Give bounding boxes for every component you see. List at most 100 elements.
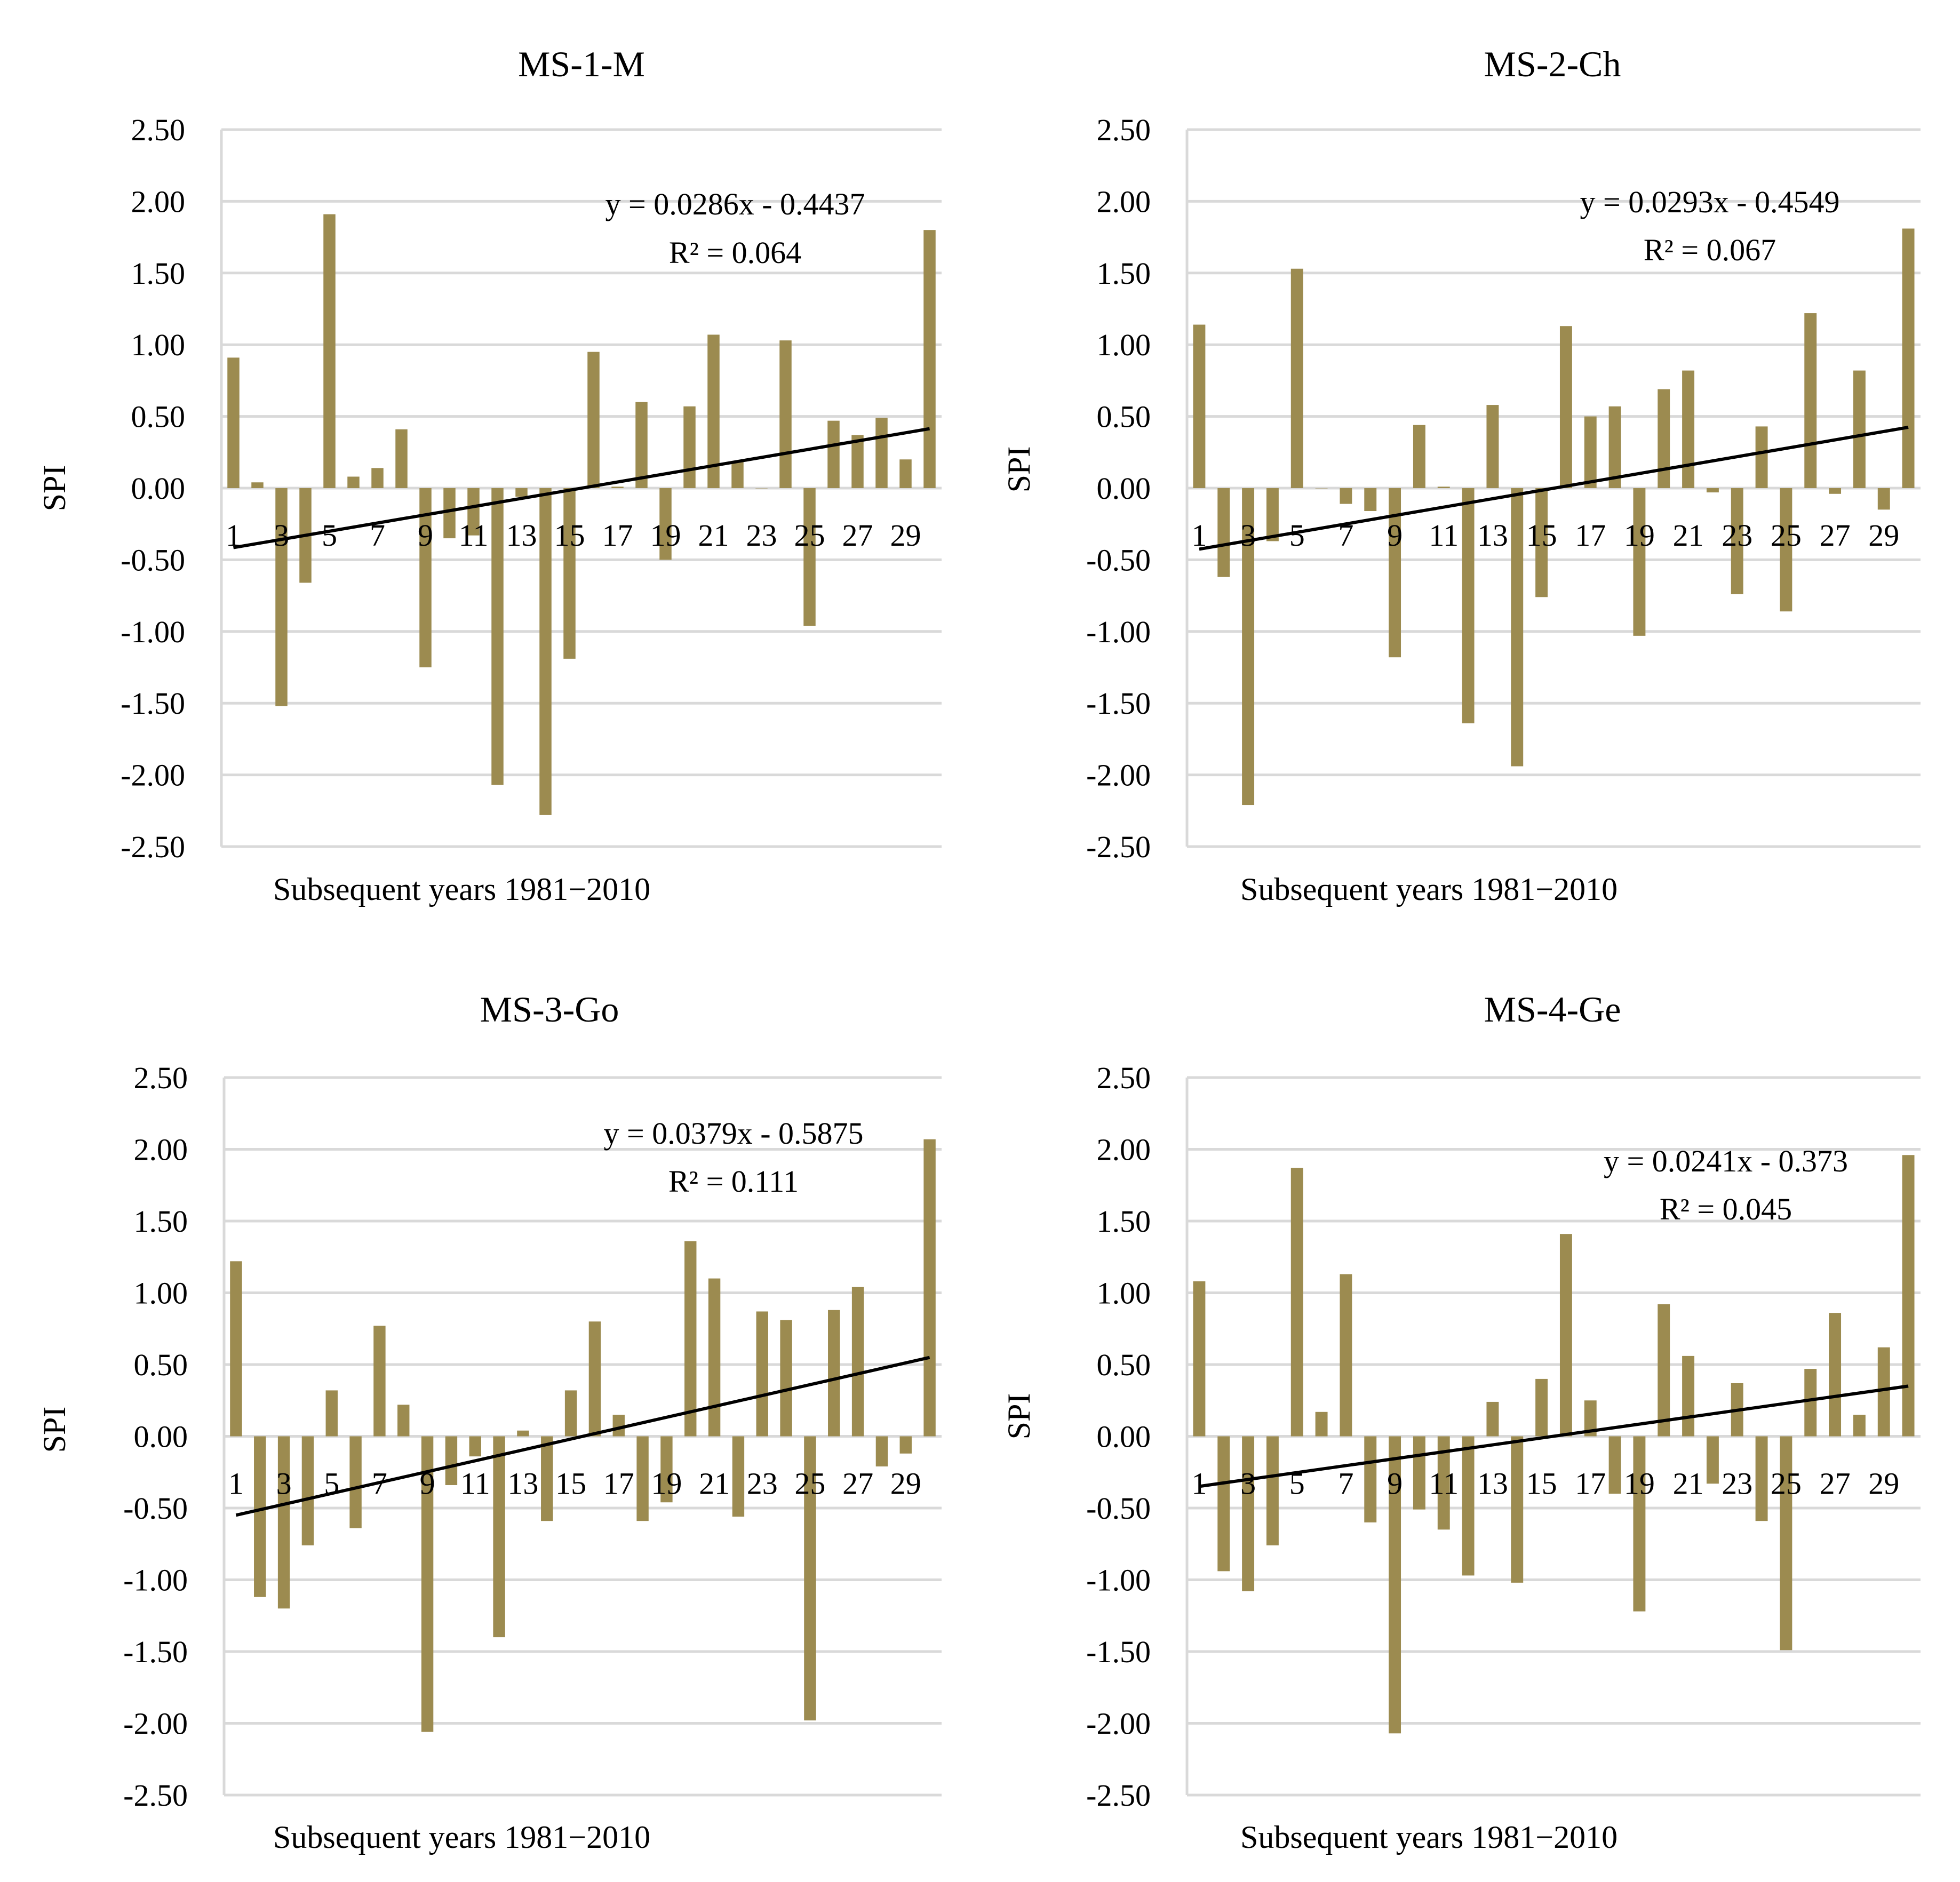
bar-21 xyxy=(707,334,720,488)
bar-28 xyxy=(875,418,888,488)
y-tick-label: 1.00 xyxy=(1097,328,1151,362)
y-tick-label: -0.50 xyxy=(123,1491,188,1526)
y-axis-label: SPI xyxy=(1001,1393,1037,1440)
bar-5 xyxy=(325,1390,338,1437)
bar-19 xyxy=(1633,1436,1646,1612)
y-tick-label: 1.00 xyxy=(134,1276,188,1311)
bar-13 xyxy=(1486,405,1499,488)
x-tick-label: 15 xyxy=(554,518,585,553)
y-tick-label: -0.50 xyxy=(1086,1491,1151,1526)
x-tick-label: 29 xyxy=(890,1466,921,1501)
bar-16 xyxy=(1559,326,1572,488)
bar-24 xyxy=(1755,426,1768,488)
y-tick-label: -2.00 xyxy=(1086,758,1151,793)
bar-7 xyxy=(373,1326,386,1437)
bar-12 xyxy=(491,488,504,785)
y-tick-label: 0.50 xyxy=(131,400,186,434)
bar-19 xyxy=(660,1436,673,1503)
y-tick-label: 0.00 xyxy=(1097,1420,1151,1454)
bar-6 xyxy=(349,1436,362,1528)
bar-18 xyxy=(636,1436,649,1521)
bar-10 xyxy=(1413,425,1425,488)
x-tick-label: 25 xyxy=(1771,518,1802,553)
bar-12 xyxy=(493,1436,505,1638)
y-tick-label: -0.50 xyxy=(1086,543,1151,577)
x-tick-label: 21 xyxy=(699,1466,730,1501)
bar-22 xyxy=(731,460,744,488)
bar-3 xyxy=(1242,1436,1255,1592)
x-tick-label: 19 xyxy=(651,1466,682,1501)
x-tick-label: 15 xyxy=(555,1466,586,1501)
bar-8 xyxy=(395,429,408,488)
bar-15 xyxy=(1535,488,1548,597)
y-tick-label: 2.50 xyxy=(1097,1060,1151,1095)
x-tick-label: 1 xyxy=(1191,1466,1207,1501)
bar-14 xyxy=(1511,488,1524,767)
bar-6 xyxy=(347,476,360,488)
bar-2 xyxy=(251,482,264,488)
x-tick-label: 23 xyxy=(747,1466,778,1501)
bar-25 xyxy=(1780,1436,1792,1650)
y-tick-label: 0.00 xyxy=(1097,471,1151,506)
y-tick-label: -1.50 xyxy=(123,1634,188,1669)
x-tick-label: 15 xyxy=(1526,1466,1557,1501)
bar-4 xyxy=(1266,488,1279,541)
y-tick-label: -2.00 xyxy=(121,758,185,793)
bar-2 xyxy=(1217,488,1230,577)
y-tick-label: -2.50 xyxy=(1086,830,1151,864)
bar-10 xyxy=(443,488,456,539)
x-tick-label: 13 xyxy=(506,518,537,553)
x-tick-label: 21 xyxy=(1673,1466,1704,1501)
x-tick-label: 27 xyxy=(842,518,873,553)
bar-7 xyxy=(371,468,384,488)
x-tick-label: 11 xyxy=(460,1466,490,1501)
x-tick-label: 17 xyxy=(1575,1466,1606,1501)
trendline xyxy=(233,427,930,549)
chart-title: MS-1-M xyxy=(518,44,645,84)
bar-16 xyxy=(588,1321,601,1437)
x-axis-label: Subsequent years 1981−2010 xyxy=(273,1820,650,1855)
bar-30 xyxy=(923,1139,936,1437)
x-tick-label: 23 xyxy=(746,518,777,553)
bar-22 xyxy=(732,1436,745,1517)
bar-11 xyxy=(1437,1436,1450,1530)
bar-2 xyxy=(254,1436,266,1597)
bar-29 xyxy=(1877,488,1890,510)
bar-6 xyxy=(1315,488,1328,489)
bar-30 xyxy=(1902,228,1915,488)
x-tick-label: 7 xyxy=(1338,1466,1353,1501)
bar-13 xyxy=(515,488,528,497)
y-tick-label: -2.50 xyxy=(1086,1778,1151,1813)
bar-24 xyxy=(780,1320,792,1437)
bar-14 xyxy=(1511,1436,1524,1583)
x-tick-label: 5 xyxy=(1289,518,1305,553)
bar-18 xyxy=(1608,406,1621,488)
bar-23 xyxy=(1731,488,1743,594)
y-tick-label: -2.00 xyxy=(1086,1706,1151,1741)
chart-ms-2-ch: MS-2-Ch SPI Subsequent years 1981−2010 2… xyxy=(1001,44,1921,907)
bar-18 xyxy=(1608,1436,1621,1494)
bar-16 xyxy=(587,352,600,488)
x-axis-label: Subsequent years 1981−2010 xyxy=(1240,872,1618,907)
x-tick-label: 19 xyxy=(650,518,681,553)
bar-1 xyxy=(230,1261,242,1437)
x-tick-label: 3 xyxy=(274,518,289,553)
y-tick-label: -1.50 xyxy=(121,686,185,721)
trendline-equation: y = 0.0379x - 0.5875 xyxy=(603,1116,863,1151)
x-tick-label: 3 xyxy=(1240,1466,1256,1501)
x-tick-label: 13 xyxy=(1477,518,1508,553)
x-tick-label: 9 xyxy=(1387,518,1403,553)
y-tick-label: 0.50 xyxy=(134,1347,188,1382)
bar-16 xyxy=(1559,1234,1572,1437)
bar-20 xyxy=(684,1241,697,1437)
x-tick-label: 19 xyxy=(1624,518,1655,553)
y-tick-label: -1.00 xyxy=(1086,615,1151,649)
x-tick-label: 23 xyxy=(1722,1466,1752,1501)
bar-2 xyxy=(1217,1436,1230,1572)
y-tick-label: 0.50 xyxy=(1097,1347,1151,1382)
bar-11 xyxy=(1437,487,1450,488)
x-tick-label: 25 xyxy=(794,518,825,553)
bar-17 xyxy=(612,1415,625,1437)
x-tick-label: 13 xyxy=(507,1466,538,1501)
bar-1 xyxy=(227,357,240,488)
